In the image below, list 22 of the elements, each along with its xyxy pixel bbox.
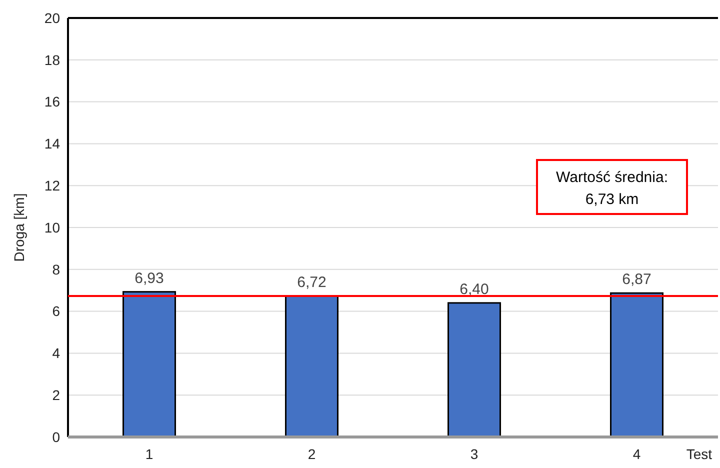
- y-tick-label: 10: [44, 219, 60, 236]
- y-tick-label: 4: [52, 345, 60, 362]
- x-axis-title: Test: [686, 446, 712, 462]
- y-tick-label: 12: [44, 178, 60, 194]
- x-tick-label: 3: [470, 446, 478, 462]
- x-tick-label: 2: [308, 446, 316, 462]
- x-tick-label: 4: [632, 446, 641, 462]
- data-label: 6,93: [134, 270, 164, 287]
- annotation: Wartość średnia: 6,73 km: [556, 169, 668, 208]
- y-axis-title: Droga [km]: [11, 193, 27, 262]
- y-tick-label: 14: [44, 136, 60, 152]
- y-tick-label: 6: [52, 303, 60, 320]
- data-label: 6,72: [297, 274, 326, 292]
- data-label: 6,40: [460, 280, 489, 298]
- data-label: 6,87: [622, 271, 652, 288]
- y-tick-label: 2: [52, 387, 60, 403]
- y-tick-label: 20: [44, 10, 60, 26]
- y-tick-label: 18: [44, 52, 60, 68]
- y-tick-label: 0: [52, 428, 60, 445]
- y-tick-label: 8: [52, 261, 60, 278]
- x-tick-label: 1: [145, 446, 154, 462]
- y-tick-label: 16: [44, 94, 60, 110]
